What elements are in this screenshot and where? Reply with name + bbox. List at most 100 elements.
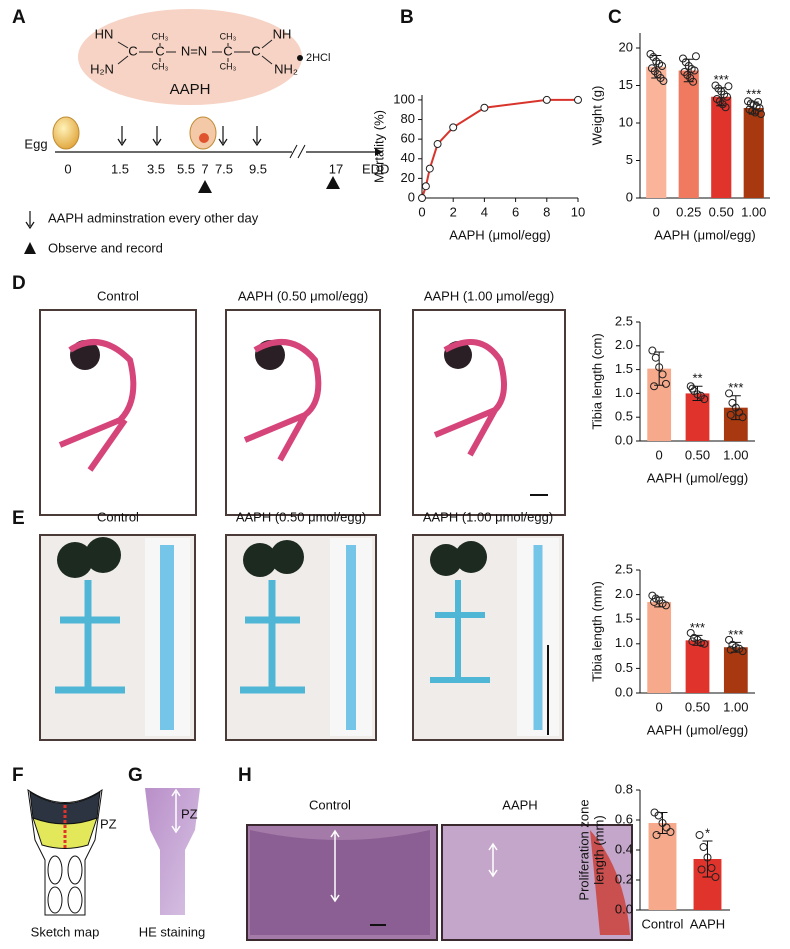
photo-caption: Control (97, 509, 139, 524)
data-point (655, 363, 664, 372)
y-tick-label: 2.0 (615, 337, 633, 352)
bar (647, 368, 672, 441)
atom: CH₃ (152, 61, 169, 71)
atom: H₂N (90, 61, 114, 76)
data-point (658, 370, 667, 379)
atom: HN (95, 26, 114, 41)
y-tick-label: 2.5 (615, 313, 633, 328)
y-tick-label: 20 (619, 39, 633, 54)
y-axis-title: length (mm) (591, 815, 606, 884)
salt-dot (297, 55, 303, 61)
y-tick-label: 0.2 (615, 871, 633, 886)
x-tick-label: 6 (512, 204, 519, 219)
observe-marker (326, 176, 340, 189)
caption: Sketch map (31, 924, 100, 939)
y-tick-label: 40 (401, 150, 415, 165)
atom: CH₃ (220, 61, 237, 71)
data-point (650, 382, 659, 391)
bar (648, 823, 677, 910)
y-axis-title: Proliferation zone (576, 799, 591, 900)
day-label: 0 (64, 161, 71, 176)
y-tick-label: 1.5 (615, 611, 633, 626)
point (425, 164, 434, 173)
y-tick-label: 15 (619, 77, 633, 92)
atom: CH₃ (152, 31, 169, 41)
bar (743, 108, 764, 198)
photo-caption: AAPH (1.00 μmol/egg) (424, 288, 554, 303)
he-image (145, 788, 200, 915)
data-point (691, 52, 700, 61)
point (421, 182, 430, 191)
data-point (697, 865, 706, 874)
point (418, 194, 426, 202)
data-point (661, 601, 670, 610)
y-tick-label: 100 (393, 91, 415, 106)
data-point (650, 597, 659, 606)
data-point (721, 103, 730, 112)
y-axis-title: Weight (g) (589, 86, 604, 146)
bar (685, 393, 710, 441)
photo-caption: AAPH (0.50 μmol/egg) (238, 288, 368, 303)
data-point (725, 389, 734, 398)
y-tick-label: 5 (626, 152, 633, 167)
x-axis-title: AAPH (μmol/egg) (647, 470, 748, 485)
data-point (688, 637, 697, 646)
y-tick-label: 2.5 (615, 561, 633, 576)
x-tick-label: AAPH (690, 916, 725, 931)
salt: 2HCl (306, 52, 330, 64)
photo-h (246, 824, 633, 941)
y-tick-label: 80 (401, 111, 415, 126)
panel-letter: D (12, 273, 26, 294)
point (480, 103, 489, 112)
bar (723, 407, 748, 441)
data-point (659, 77, 668, 85)
x-tick-label: 2 (450, 204, 457, 219)
bar (646, 66, 667, 198)
panel-letter: G (128, 765, 143, 786)
x-tick-label: 0.50 (709, 204, 734, 219)
x-tick-label: 1.00 (723, 447, 748, 462)
zone-label: PZ (181, 806, 198, 821)
data-point (666, 828, 675, 836)
egg-icon (52, 116, 80, 150)
point (542, 95, 551, 104)
observe-marker (198, 180, 212, 193)
data-point (696, 638, 705, 647)
data-point (661, 379, 670, 388)
day-label: 9.5 (249, 161, 267, 176)
x-tick-label: 4 (481, 204, 488, 219)
point (574, 95, 582, 104)
line (421, 98, 578, 199)
atom: C (128, 43, 137, 58)
panel-letter: B (400, 7, 414, 28)
y-tick-label: 20 (401, 170, 415, 185)
x-tick-label: 0 (656, 699, 663, 714)
atom: C (155, 43, 164, 58)
egg-embryo-icon (189, 116, 217, 150)
y-tick-label: 0 (408, 189, 415, 204)
photo-caption: AAPH (0.50 μmol/egg) (236, 509, 366, 524)
x-tick-label: 10 (571, 204, 585, 219)
x-tick-label: 1.00 (741, 204, 766, 219)
bar (647, 601, 672, 693)
data-point (728, 398, 737, 407)
photo-caption: Control (97, 288, 139, 303)
day-label: 3.5 (147, 161, 165, 176)
data-point (658, 819, 667, 827)
photo-d (39, 309, 566, 516)
significance: *** (728, 627, 743, 642)
timeline-arrowhead (375, 148, 383, 156)
atom: NH (273, 26, 292, 41)
y-tick-label: 0.6 (615, 811, 633, 826)
day-label: 17 (329, 161, 343, 176)
atom: C (223, 43, 232, 58)
significance: *** (746, 86, 761, 101)
atom: CH₃ (220, 31, 237, 41)
y-tick-label: 0.5 (615, 660, 633, 675)
y-tick-label: 10 (619, 114, 633, 129)
point (449, 123, 458, 132)
x-tick-label: 0.50 (685, 447, 710, 462)
y-axis-title: Tibia length (cm) (589, 333, 604, 429)
data-point (755, 104, 764, 112)
x-tick-label: 0 (653, 204, 660, 219)
